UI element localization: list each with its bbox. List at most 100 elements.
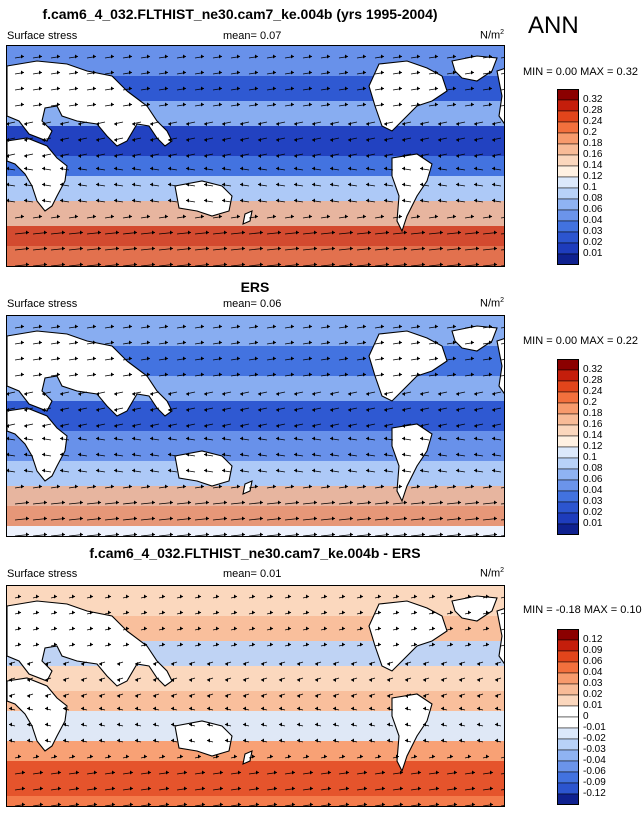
vector-arrow: [500, 73, 504, 75]
vector-arrow: [500, 217, 504, 219]
colorbar-tick-label: -0.02: [583, 733, 606, 744]
panel1-mean-label: mean= 0.07: [223, 30, 282, 42]
continent-outline: [451, 55, 498, 82]
colorbar-tick-label: 0.02: [583, 689, 603, 700]
panel2-title: ERS: [240, 279, 270, 295]
colorbar-tick-label: 0.12: [583, 441, 603, 452]
panel3-minmax: MIN = -0.18 MAX = 0.10: [523, 604, 642, 616]
stress-vectors: [7, 54, 504, 266]
colorbar-tick-label: 0.24: [583, 116, 603, 127]
colorbar-swatch: [556, 683, 580, 696]
colorbar-swatch: [556, 694, 580, 707]
colorbar-tick-label: -0.03: [583, 744, 606, 755]
continent-outline: [174, 180, 233, 217]
colorbar-swatch: [556, 187, 580, 200]
vector-arrow: [500, 628, 504, 631]
panel2-minmax: MIN = 0.00 MAX = 0.22: [523, 335, 638, 347]
colorbar-tick-label: 0.03: [583, 226, 603, 237]
panel3-units: N/m2: [480, 567, 505, 580]
colorbar-swatch: [556, 121, 580, 134]
colorbar-svg: [556, 88, 580, 266]
panel1-minmax: MIN = 0.00 MAX = 0.32: [523, 66, 638, 78]
colorbar-tick-label: 0.14: [583, 160, 603, 171]
vector-arrow: [500, 773, 504, 775]
colorbar-swatch: [556, 760, 580, 773]
panel2-colorbar: 0.32 0.28 0.24 0.2 0.18 0.16 0.14 0.12 0.1 0.08 0.…: [556, 358, 602, 536]
colorbar-tick-label: 0.12: [583, 171, 603, 182]
colorbar-swatch: [556, 231, 580, 244]
colorbar-tick-label: 0.24: [583, 386, 603, 397]
colorbar-swatch: [556, 99, 580, 112]
colorbar-tick-label: 0.32: [583, 364, 603, 375]
vector-arrow: [500, 343, 504, 345]
colorbar-tick-label: 0.1: [583, 182, 597, 193]
colorbar-swatch: [556, 446, 580, 459]
vector-arrow: [500, 375, 504, 377]
colorbar-tick-label: 0.28: [583, 105, 603, 116]
colorbar-tick-label: 0.18: [583, 138, 603, 149]
colorbar-swatch: [556, 479, 580, 492]
colorbar-tick-label: 0.02: [583, 507, 603, 518]
panel3-variable-label: Surface stress: [7, 568, 78, 580]
colorbar-swatch: [556, 242, 580, 255]
vector-arrow: [500, 233, 504, 235]
stress-band: [7, 126, 504, 156]
colorbar-swatch: [556, 358, 580, 371]
colorbar-tick-label: 0.28: [583, 375, 603, 386]
colorbar-tick-label: -0.01: [583, 722, 606, 733]
stress-band: [7, 461, 504, 486]
stress-band: [7, 176, 504, 201]
colorbar-tick-label: 0.08: [583, 193, 603, 204]
colorbar-swatch: [556, 253, 580, 266]
continent-outline: [391, 153, 433, 233]
colorbar-svg: [556, 358, 580, 536]
vector-arrow: [500, 57, 504, 59]
continent-outline: [7, 137, 68, 212]
vector-arrow: [500, 644, 504, 647]
continent-outline: [496, 68, 504, 125]
colorbar-tick-label: 0.2: [583, 127, 597, 138]
stress-vectors: [7, 324, 504, 536]
stress-band: [7, 486, 504, 506]
colorbar-tick-label: -0.04: [583, 755, 606, 766]
panel3-title: f.cam6_4_032.FLTHIST_ne30.cam7_ke.004b -…: [89, 545, 421, 561]
colorbar-tick-label: 0.04: [583, 485, 603, 496]
vector-arrow: [500, 359, 504, 361]
stress-band: [7, 666, 504, 691]
vector-arrow: [500, 105, 504, 107]
vector-arrow: [500, 805, 504, 806]
vector-arrow: [500, 519, 504, 521]
colorbar-tick-label: 0: [583, 711, 589, 722]
stress-band: [7, 526, 504, 536]
colorbar-swatch: [556, 176, 580, 189]
panel2-variable-label: Surface stress: [7, 298, 78, 310]
colorbar-swatch: [556, 435, 580, 448]
continent-outline: [7, 407, 68, 482]
colorbar-swatch: [556, 738, 580, 751]
continent-outline: [242, 480, 253, 495]
continent-outline: [7, 600, 173, 687]
colorbar-swatch: [556, 793, 580, 806]
colorbar-tick-label: 0.01: [583, 248, 603, 259]
colorbar-swatch: [556, 661, 580, 674]
panel1-map: [6, 45, 505, 267]
colorbar-tick-label: 0.2: [583, 397, 597, 408]
vector-arrow: [500, 265, 504, 266]
colorbar-swatch: [556, 154, 580, 167]
stress-band: [7, 246, 504, 266]
panel1-colorbar: 0.32 0.28 0.24 0.2 0.18 0.16 0.14 0.12 0.1 0.08 0.…: [556, 88, 602, 266]
continent-outline: [451, 595, 498, 622]
colorbar-swatch: [556, 220, 580, 233]
panel3-map: [6, 585, 505, 807]
vector-arrow: [500, 535, 504, 536]
vector-arrow: [500, 89, 504, 91]
stress-band: [7, 226, 504, 246]
colorbar-swatch: [556, 110, 580, 123]
vector-arrow: [500, 612, 504, 615]
vector-arrow: [500, 327, 504, 329]
colorbar-tick-label: 0.16: [583, 419, 603, 430]
colorbar-swatch: [556, 749, 580, 762]
vector-arrow: [500, 487, 504, 489]
continent-outline: [451, 325, 498, 352]
colorbar-swatch: [556, 468, 580, 481]
